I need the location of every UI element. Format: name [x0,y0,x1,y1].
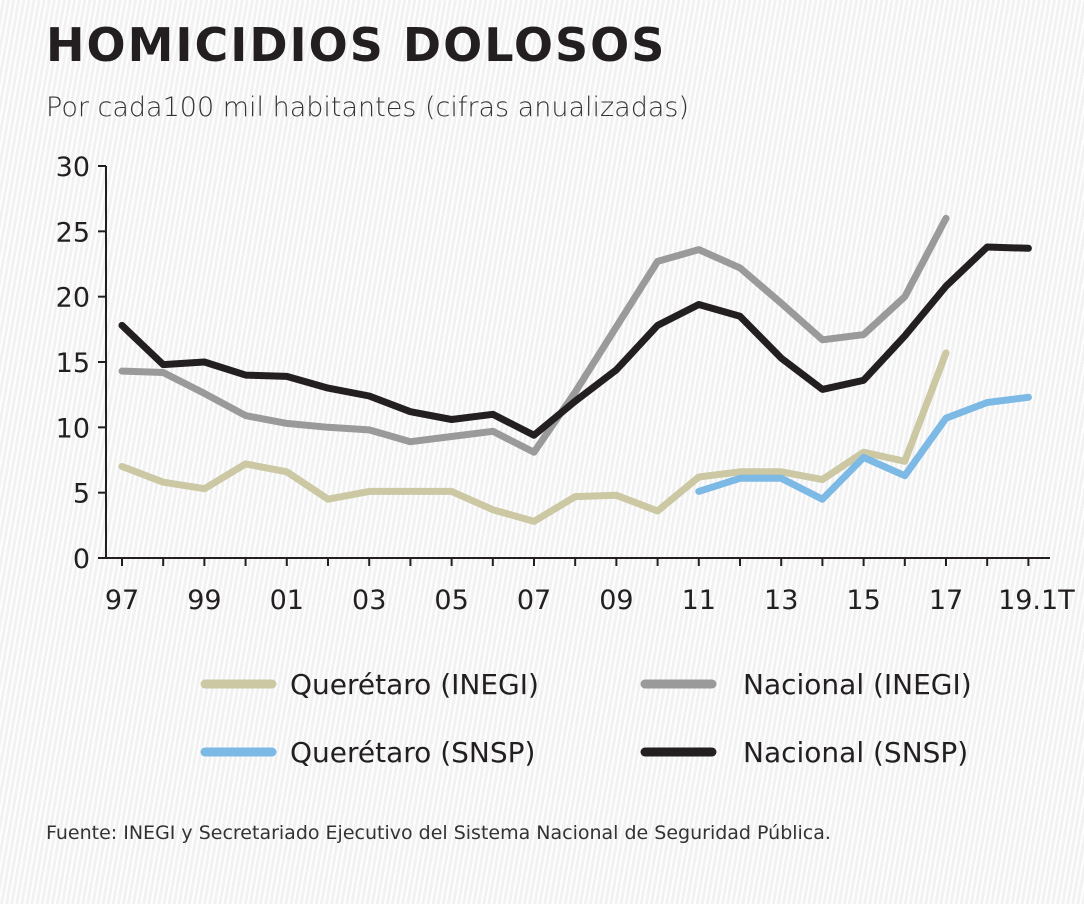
legend-label: Nacional (INEGI) [743,668,972,701]
legend-label: Querétaro (SNSP) [290,736,535,769]
x-tick-label: 11 [682,585,716,616]
x-tick-label: 09 [599,585,633,616]
chart-subtitle: Por cada100 mil habitantes (cifras anual… [46,92,689,123]
series-3 [118,243,1032,439]
x-tick-label: 05 [434,585,468,616]
legend-label: Nacional (SNSP) [743,736,968,769]
legend-label: Querétaro (INEGI) [290,668,539,701]
y-tick-label: 0 [73,544,90,575]
series-line [118,243,1032,439]
legend-item: Nacional (INEGI) [640,668,972,701]
x-tick-label: 19.1T [998,585,1075,616]
series-line [695,393,1032,503]
legend-item: Nacional (SNSP) [640,736,968,769]
y-tick-label: 5 [73,479,90,510]
legend-item: Querétaro (INEGI) [200,668,539,701]
chart-legend: Querétaro (INEGI) Nacional (INEGI) Queréta… [200,668,972,769]
x-tick-label: 99 [187,585,221,616]
source-note: Fuente: INEGI y Secretariado Ejecutivo d… [46,822,831,844]
y-tick-label: 15 [56,348,90,379]
series-2 [695,393,1032,503]
x-tick-label: 17 [929,585,963,616]
y-tick-label: 25 [56,217,90,248]
y-tick-label: 20 [56,283,90,314]
x-tick-label: 03 [352,585,386,616]
x-tick-label: 15 [846,585,880,616]
series-layer [118,214,1032,525]
x-tick-label: 97 [105,585,139,616]
series-line [118,349,950,525]
y-tick-label: 30 [56,152,90,183]
x-tick-label: 01 [270,585,304,616]
y-tick-label: 10 [56,413,90,444]
chart-title: HOMICIDIOS DOLOSOS [46,18,667,72]
x-tick-label: 07 [517,585,551,616]
series-1 [118,214,950,456]
x-tick-label: 13 [764,585,798,616]
series-0 [118,349,950,525]
series-line [118,214,950,456]
legend-item: Querétaro (SNSP) [200,736,535,769]
